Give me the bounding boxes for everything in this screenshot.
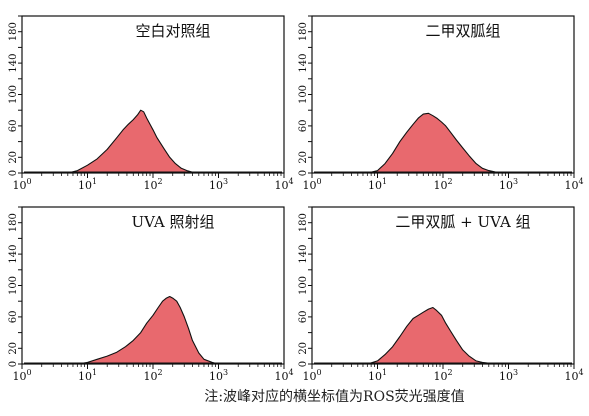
x-tick-exponent: 1 bbox=[92, 368, 97, 377]
y-tick-label: 0 bbox=[298, 361, 309, 367]
x-tick-label: 102 bbox=[433, 368, 452, 383]
x-tick-label: 104 bbox=[564, 368, 583, 383]
y-tick-label: 0 bbox=[8, 170, 19, 176]
y-tick-label: 20 bbox=[298, 342, 309, 355]
x-tick-exponent: 4 bbox=[578, 368, 583, 377]
x-tick-exponent: 4 bbox=[578, 177, 583, 186]
y-tick-label: 140 bbox=[298, 245, 309, 264]
y-tick-label: 180 bbox=[8, 22, 19, 41]
x-tick-exponent: 4 bbox=[288, 368, 293, 377]
x-tick-exponent: 0 bbox=[316, 368, 321, 377]
y-tick-label: 140 bbox=[8, 245, 19, 264]
panel-title: 二甲双胍 + UVA 组 bbox=[395, 213, 530, 231]
x-tick-exponent: 3 bbox=[513, 368, 518, 377]
y-tick-label: 180 bbox=[8, 213, 19, 232]
x-tick-exponent: 2 bbox=[157, 177, 162, 186]
histogram-area bbox=[67, 109, 200, 174]
y-tick-label: 0 bbox=[298, 170, 309, 176]
y-tick-label: 180 bbox=[298, 213, 309, 232]
x-tick-exponent: 0 bbox=[26, 177, 31, 186]
panel-title: 二甲双胍组 bbox=[425, 22, 500, 40]
y-tick-label: 100 bbox=[298, 85, 309, 104]
y-tick-label: 100 bbox=[8, 85, 19, 104]
note-text: 注:波峰对应的横坐标值为ROS荧光强度值 bbox=[204, 389, 465, 405]
x-tick-label: 100 bbox=[302, 177, 321, 192]
x-tick-label: 103 bbox=[209, 177, 228, 192]
histogram-area bbox=[366, 306, 497, 365]
y-tick-label: 100 bbox=[298, 276, 309, 295]
y-tick-label: 100 bbox=[8, 276, 19, 295]
x-tick-label: 103 bbox=[209, 368, 228, 383]
y-tick-label: 0 bbox=[8, 361, 19, 367]
y-tick-label: 180 bbox=[298, 22, 309, 41]
x-tick-exponent: 0 bbox=[316, 177, 321, 186]
y-tick-label: 60 bbox=[8, 120, 19, 133]
x-tick-exponent: 3 bbox=[223, 368, 228, 377]
x-tick-label: 103 bbox=[499, 177, 518, 192]
x-tick-label: 102 bbox=[433, 177, 452, 192]
x-tick-exponent: 2 bbox=[447, 368, 452, 377]
x-tick-label: 100 bbox=[302, 368, 321, 383]
x-tick-exponent: 0 bbox=[26, 368, 31, 377]
y-tick-label: 20 bbox=[8, 151, 19, 164]
y-tick-label: 60 bbox=[298, 120, 309, 133]
x-tick-exponent: 1 bbox=[92, 177, 97, 186]
y-tick-label: 60 bbox=[8, 311, 19, 324]
y-tick-label: 140 bbox=[298, 54, 309, 73]
x-tick-exponent: 2 bbox=[157, 368, 162, 377]
x-tick-exponent: 3 bbox=[513, 177, 518, 186]
x-tick-exponent: 4 bbox=[288, 177, 293, 186]
x-tick-label: 104 bbox=[274, 368, 293, 383]
y-tick-label: 60 bbox=[298, 311, 309, 324]
x-tick-label: 102 bbox=[143, 177, 162, 192]
x-tick-label: 104 bbox=[274, 177, 293, 192]
x-tick-exponent: 3 bbox=[223, 177, 228, 186]
panel-title: 空白对照组 bbox=[135, 22, 210, 40]
y-tick-label: 20 bbox=[298, 151, 309, 164]
x-tick-label: 101 bbox=[78, 177, 97, 192]
x-tick-label: 101 bbox=[368, 368, 387, 383]
x-tick-label: 101 bbox=[78, 368, 97, 383]
x-tick-label: 102 bbox=[143, 368, 162, 383]
x-tick-label: 100 bbox=[12, 177, 31, 192]
x-tick-label: 101 bbox=[368, 177, 387, 192]
x-tick-exponent: 2 bbox=[447, 177, 452, 186]
x-tick-label: 104 bbox=[564, 177, 583, 192]
histogram-area bbox=[76, 295, 220, 365]
x-tick-exponent: 1 bbox=[382, 177, 387, 186]
x-tick-exponent: 1 bbox=[382, 368, 387, 377]
x-tick-label: 100 bbox=[12, 368, 31, 383]
panel-title: UVA 照射组 bbox=[131, 213, 214, 231]
y-tick-label: 140 bbox=[8, 54, 19, 73]
x-tick-label: 103 bbox=[499, 368, 518, 383]
y-tick-label: 20 bbox=[8, 342, 19, 355]
histogram-area bbox=[366, 112, 503, 174]
figure-note: 注:波峰对应的横坐标值为ROS荧光强度值 bbox=[0, 386, 589, 406]
